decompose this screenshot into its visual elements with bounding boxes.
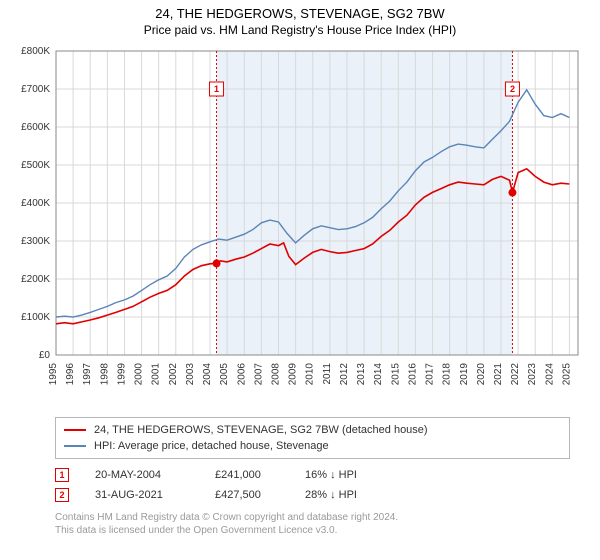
svg-text:£600K: £600K <box>21 122 50 133</box>
svg-text:2022: 2022 <box>510 363 521 386</box>
svg-text:2005: 2005 <box>219 363 230 386</box>
page: 24, THE HEDGEROWS, STEVENAGE, SG2 7BW Pr… <box>0 0 600 560</box>
svg-text:£400K: £400K <box>21 198 50 209</box>
svg-text:£700K: £700K <box>21 84 50 95</box>
svg-text:2008: 2008 <box>270 363 281 386</box>
svg-text:2000: 2000 <box>134 363 145 386</box>
svg-text:2021: 2021 <box>493 363 504 386</box>
footer: Contains HM Land Registry data © Crown c… <box>55 511 570 537</box>
svg-text:£100K: £100K <box>21 312 50 323</box>
svg-text:2020: 2020 <box>476 363 487 386</box>
svg-text:2015: 2015 <box>390 363 401 386</box>
svg-text:2: 2 <box>510 84 515 94</box>
svg-text:£500K: £500K <box>21 160 50 171</box>
svg-text:2017: 2017 <box>425 363 436 386</box>
svg-text:£300K: £300K <box>21 236 50 247</box>
svg-text:2002: 2002 <box>168 363 179 386</box>
legend-label-1: 24, THE HEDGEROWS, STEVENAGE, SG2 7BW (d… <box>94 422 428 438</box>
sale-date-1: 20-MAY-2004 <box>95 465 215 485</box>
svg-text:£0: £0 <box>39 350 51 361</box>
svg-text:2004: 2004 <box>202 363 213 386</box>
footer-line-1: Contains HM Land Registry data © Crown c… <box>55 511 570 524</box>
svg-text:2012: 2012 <box>339 363 350 386</box>
chart-svg: £0 £100K £200K £300K £400K £500K £600K £700K £80… <box>10 43 590 413</box>
svg-text:£200K: £200K <box>21 274 50 285</box>
svg-text:2025: 2025 <box>561 363 572 386</box>
sale-delta-1: 16% ↓ HPI <box>305 465 425 485</box>
legend: 24, THE HEDGEROWS, STEVENAGE, SG2 7BW (d… <box>55 417 570 459</box>
svg-text:2007: 2007 <box>253 363 264 386</box>
sale-row-2: 2 31-AUG-2021 £427,500 28% ↓ HPI <box>55 485 570 505</box>
chart: £0 £100K £200K £300K £400K £500K £600K £700K £80… <box>10 43 590 413</box>
footer-line-2: This data is licensed under the Open Gov… <box>55 524 570 537</box>
svg-text:1999: 1999 <box>116 363 127 386</box>
legend-swatch-1 <box>64 429 86 431</box>
svg-text:2001: 2001 <box>151 363 162 386</box>
sale-row-1: 1 20-MAY-2004 £241,000 16% ↓ HPI <box>55 465 570 485</box>
svg-text:1995: 1995 <box>48 363 59 386</box>
svg-text:2006: 2006 <box>236 363 247 386</box>
svg-text:1996: 1996 <box>65 363 76 386</box>
sales-table: 1 20-MAY-2004 £241,000 16% ↓ HPI 2 31-AU… <box>55 465 570 505</box>
svg-text:2019: 2019 <box>459 363 470 386</box>
svg-text:2023: 2023 <box>527 363 538 386</box>
svg-text:2024: 2024 <box>544 363 555 386</box>
legend-label-2: HPI: Average price, detached house, Stev… <box>94 438 329 454</box>
legend-swatch-2 <box>64 445 86 447</box>
svg-text:2009: 2009 <box>288 363 299 386</box>
sale-date-2: 31-AUG-2021 <box>95 485 215 505</box>
chart-title: 24, THE HEDGEROWS, STEVENAGE, SG2 7BW <box>0 0 600 21</box>
svg-text:2013: 2013 <box>356 363 367 386</box>
svg-text:2011: 2011 <box>322 363 333 385</box>
svg-text:£800K: £800K <box>21 46 50 57</box>
sale-price-1: £241,000 <box>215 465 305 485</box>
svg-text:2016: 2016 <box>407 363 418 386</box>
svg-text:1: 1 <box>214 84 219 94</box>
legend-row-1: 24, THE HEDGEROWS, STEVENAGE, SG2 7BW (d… <box>64 422 561 438</box>
sale-delta-2: 28% ↓ HPI <box>305 485 425 505</box>
legend-row-2: HPI: Average price, detached house, Stev… <box>64 438 561 454</box>
svg-text:2003: 2003 <box>185 363 196 386</box>
svg-text:2014: 2014 <box>373 363 384 386</box>
svg-text:2010: 2010 <box>305 363 316 386</box>
svg-text:2018: 2018 <box>442 363 453 386</box>
sale-marker-1: 1 <box>55 468 69 482</box>
sale-price-2: £427,500 <box>215 485 305 505</box>
svg-text:1997: 1997 <box>82 363 93 386</box>
sale-marker-2: 2 <box>55 488 69 502</box>
svg-text:1998: 1998 <box>99 363 110 386</box>
chart-subtitle: Price paid vs. HM Land Registry's House … <box>0 21 600 43</box>
